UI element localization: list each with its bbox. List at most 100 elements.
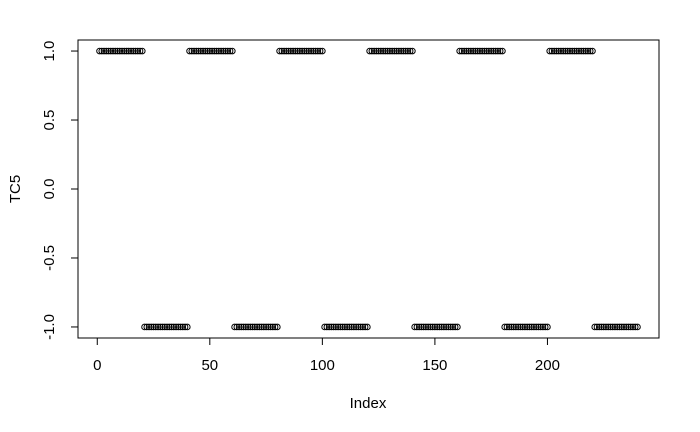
data-point bbox=[312, 47, 319, 55]
data-point bbox=[235, 323, 243, 331]
data-point bbox=[319, 47, 326, 55]
data-point bbox=[120, 47, 128, 55]
data-point bbox=[159, 323, 166, 331]
data-point bbox=[591, 323, 599, 331]
data-point bbox=[564, 47, 572, 55]
data-point bbox=[136, 47, 144, 55]
data-point bbox=[141, 323, 148, 331]
data-point bbox=[310, 47, 317, 55]
data-point bbox=[208, 47, 216, 55]
data-point bbox=[332, 323, 340, 331]
data-point bbox=[256, 323, 263, 331]
data-point bbox=[427, 323, 434, 331]
data-point bbox=[269, 323, 277, 331]
data-point bbox=[253, 323, 261, 331]
data-point bbox=[501, 323, 508, 331]
data-point bbox=[485, 47, 493, 55]
data-point bbox=[213, 47, 220, 55]
x-axis: 0 50 100 150 200 bbox=[93, 337, 560, 374]
data-point bbox=[125, 47, 133, 55]
data-point bbox=[436, 323, 443, 331]
data-point bbox=[152, 323, 160, 331]
data-point bbox=[420, 323, 427, 331]
data-point bbox=[156, 323, 164, 331]
data-point bbox=[539, 323, 547, 331]
data-point bbox=[100, 47, 108, 55]
data-point bbox=[307, 47, 315, 55]
data-point bbox=[147, 323, 155, 331]
data-point bbox=[211, 47, 218, 55]
data-point bbox=[343, 323, 351, 331]
data-point bbox=[557, 47, 565, 55]
data-point bbox=[197, 47, 205, 55]
data-point bbox=[188, 47, 196, 55]
data-point bbox=[494, 47, 502, 55]
data-point bbox=[595, 323, 603, 331]
data-point bbox=[217, 47, 225, 55]
data-point bbox=[373, 47, 380, 55]
data-point bbox=[519, 323, 526, 331]
data-point bbox=[98, 47, 106, 55]
data-point bbox=[627, 323, 635, 331]
data-point bbox=[505, 323, 513, 331]
data-point bbox=[397, 47, 405, 55]
data-point bbox=[238, 323, 245, 331]
data-point bbox=[517, 323, 524, 331]
data-point bbox=[323, 323, 331, 331]
data-point bbox=[404, 47, 412, 55]
data-point bbox=[352, 323, 360, 331]
y-tick-label: 1.0 bbox=[41, 41, 58, 62]
data-point bbox=[222, 47, 229, 55]
data-point bbox=[303, 47, 310, 55]
data-point bbox=[165, 323, 173, 331]
data-point bbox=[233, 323, 241, 331]
data-point bbox=[616, 323, 623, 331]
data-point bbox=[251, 323, 259, 331]
data-point bbox=[469, 47, 477, 55]
data-point bbox=[127, 47, 135, 55]
data-point bbox=[598, 323, 605, 331]
data-point bbox=[521, 323, 529, 331]
data-point bbox=[181, 323, 189, 331]
data-point bbox=[602, 323, 610, 331]
data-point bbox=[555, 47, 563, 55]
data-point bbox=[625, 323, 632, 331]
data-point bbox=[102, 47, 110, 55]
data-point bbox=[292, 47, 299, 55]
data-point bbox=[118, 47, 126, 55]
data-point bbox=[512, 323, 520, 331]
data-point bbox=[204, 47, 211, 55]
data-point bbox=[258, 323, 265, 331]
data-point bbox=[523, 323, 531, 331]
data-point bbox=[424, 323, 432, 331]
data-point bbox=[586, 47, 594, 55]
data-point bbox=[359, 323, 367, 331]
data-point bbox=[231, 323, 238, 331]
data-point bbox=[402, 47, 409, 55]
data-point bbox=[328, 323, 335, 331]
data-point bbox=[301, 47, 308, 55]
data-point bbox=[409, 47, 416, 55]
data-point bbox=[514, 323, 522, 331]
data-point bbox=[481, 47, 488, 55]
data-point bbox=[429, 323, 436, 331]
data-point bbox=[341, 323, 349, 331]
data-point bbox=[366, 47, 373, 55]
data-point bbox=[510, 323, 517, 331]
data-point bbox=[568, 47, 576, 55]
data-point bbox=[346, 323, 353, 331]
data-point bbox=[611, 323, 619, 331]
data-point bbox=[537, 323, 544, 331]
y-tick-label: 0.0 bbox=[41, 179, 58, 200]
data-point bbox=[451, 323, 459, 331]
y-tick-label: 0.5 bbox=[41, 110, 58, 131]
data-point bbox=[411, 323, 418, 331]
data-point bbox=[274, 323, 281, 331]
data-point bbox=[247, 323, 254, 331]
data-point bbox=[566, 47, 574, 55]
x-tick-label: 50 bbox=[201, 357, 218, 374]
data-point bbox=[499, 47, 506, 55]
data-point bbox=[393, 47, 400, 55]
data-point bbox=[456, 47, 463, 55]
data-point bbox=[546, 47, 553, 55]
